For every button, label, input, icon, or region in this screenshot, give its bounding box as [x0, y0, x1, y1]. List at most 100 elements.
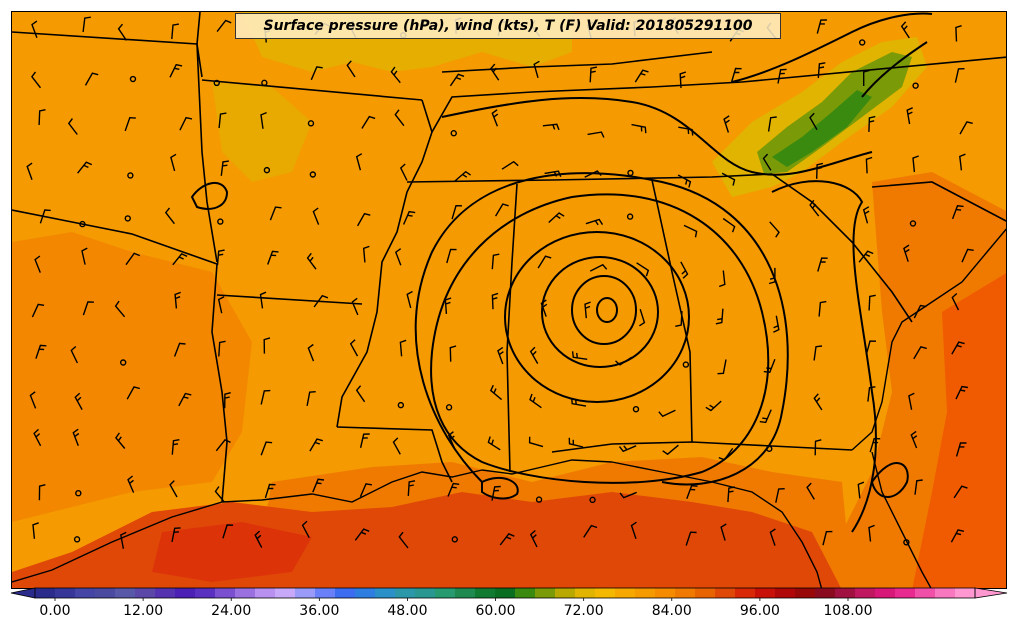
wind-barb: [584, 301, 591, 319]
colorbar-segment: [315, 588, 336, 598]
colorbar-tick-label: 108.00: [823, 603, 873, 619]
wind-calm-marker: [127, 172, 134, 179]
wind-barb: [718, 270, 726, 288]
wind-barb: [359, 483, 373, 498]
colorbar-segment: [615, 588, 636, 598]
wind-barb: [173, 342, 186, 357]
wind-calm-marker: [445, 404, 453, 411]
wind-barb: [636, 262, 650, 277]
wind-barb: [763, 358, 776, 374]
wind-calm-marker: [626, 213, 634, 220]
state-border-tx-la: [211, 263, 228, 503]
wind-calm-marker: [632, 405, 640, 413]
colorbar-segment: [275, 588, 296, 598]
wind-barb: [587, 131, 605, 138]
wind-barb: [487, 436, 501, 451]
wind-barb: [444, 297, 452, 314]
wind-barb: [913, 345, 927, 360]
wind-barb: [951, 205, 964, 220]
wind-calm-marker: [75, 489, 82, 497]
colorbar-tick-label: 96.00: [739, 603, 780, 619]
wind-barb: [312, 207, 320, 225]
colorbar-segment: [635, 588, 656, 598]
wind-barb: [31, 71, 42, 89]
colorbar-segment: [475, 588, 496, 598]
wind-barb: [489, 384, 503, 401]
wind-barb: [215, 439, 231, 452]
colorbar-tick-label: 48.00: [387, 603, 428, 619]
wind-barb: [84, 72, 99, 86]
state-border-ky-tn-va: [741, 56, 1006, 83]
wind-barb: [449, 73, 465, 87]
wind-barb: [675, 311, 683, 327]
wind-barb: [900, 21, 910, 39]
wind-barb: [686, 484, 698, 500]
wind-barb: [501, 160, 519, 170]
state-borders: [12, 12, 1006, 503]
wind-barb: [817, 257, 828, 272]
wind-barb: [406, 290, 413, 309]
colorbar-segment: [775, 588, 796, 598]
colorbar-segment: [115, 588, 136, 598]
wind-barb: [619, 491, 637, 499]
wind-barb: [679, 71, 687, 88]
colorbar-segment: [255, 588, 276, 598]
wind-calm-marker: [766, 445, 773, 452]
wind-barb: [354, 528, 370, 541]
wind-barb: [858, 250, 874, 263]
colorbar-segment: [895, 588, 916, 598]
wind-barb: [816, 19, 827, 34]
colorbar-segment: [935, 588, 956, 598]
wind-barb: [723, 115, 730, 133]
colorbar-segment: [215, 588, 236, 598]
colorbar-segment: [155, 588, 176, 598]
wind-barb: [254, 530, 263, 548]
wind-barb: [950, 529, 965, 543]
wind-barb: [777, 68, 787, 84]
wind-barb: [361, 115, 376, 129]
wind-barb: [721, 172, 736, 186]
wind-barb: [955, 25, 962, 42]
wind-calm-marker: [909, 220, 917, 227]
wind-calm-marker: [859, 39, 866, 46]
wind-calm-marker: [217, 218, 224, 225]
wind-barb: [264, 483, 276, 499]
wind-barb: [813, 393, 823, 411]
wind-barb: [768, 267, 776, 285]
colorbar-segment: [695, 588, 716, 598]
wind-barb: [117, 23, 127, 41]
wind-barb: [762, 153, 772, 171]
wind-calm-marker: [627, 169, 634, 177]
state-border-tn-ky: [431, 81, 743, 133]
wind-barb: [954, 68, 965, 83]
colorbar-segment: [195, 588, 216, 598]
wind-barb: [399, 163, 408, 181]
colorbar-tick-label: 12.00: [123, 603, 164, 619]
colorbar-segment: [755, 588, 776, 598]
coastline-gulf-ms-al: [481, 459, 613, 475]
wind-barb: [548, 212, 565, 224]
temperature-hotter-patch-gulf: [152, 522, 312, 582]
colorbar-segment: [815, 588, 836, 598]
wind-barb: [639, 308, 646, 327]
wind-barb: [816, 162, 824, 179]
colorbar-segment: [595, 588, 616, 598]
isobar-low-center: [596, 297, 618, 323]
wind-barb: [491, 485, 501, 501]
wind-barb: [955, 442, 967, 457]
colorbar-tick-label: 24.00: [211, 603, 252, 619]
wind-barb: [394, 109, 405, 127]
wind-barb: [715, 308, 724, 325]
colorbar-segment: [35, 588, 56, 598]
colorbar-segment: [135, 588, 156, 598]
wind-calm-marker: [682, 361, 690, 368]
wind-calm-marker: [451, 536, 458, 543]
wind-barb: [571, 397, 587, 407]
wind-barb: [451, 204, 463, 220]
wind-barb: [260, 111, 267, 129]
state-border-la-ms: [336, 426, 453, 483]
colorbar: [10, 587, 1008, 601]
wind-barb: [951, 341, 965, 355]
plot-title: Surface pressure (hPa), wind (kts), T (F…: [235, 13, 781, 39]
state-border-ar-la: [216, 294, 363, 305]
